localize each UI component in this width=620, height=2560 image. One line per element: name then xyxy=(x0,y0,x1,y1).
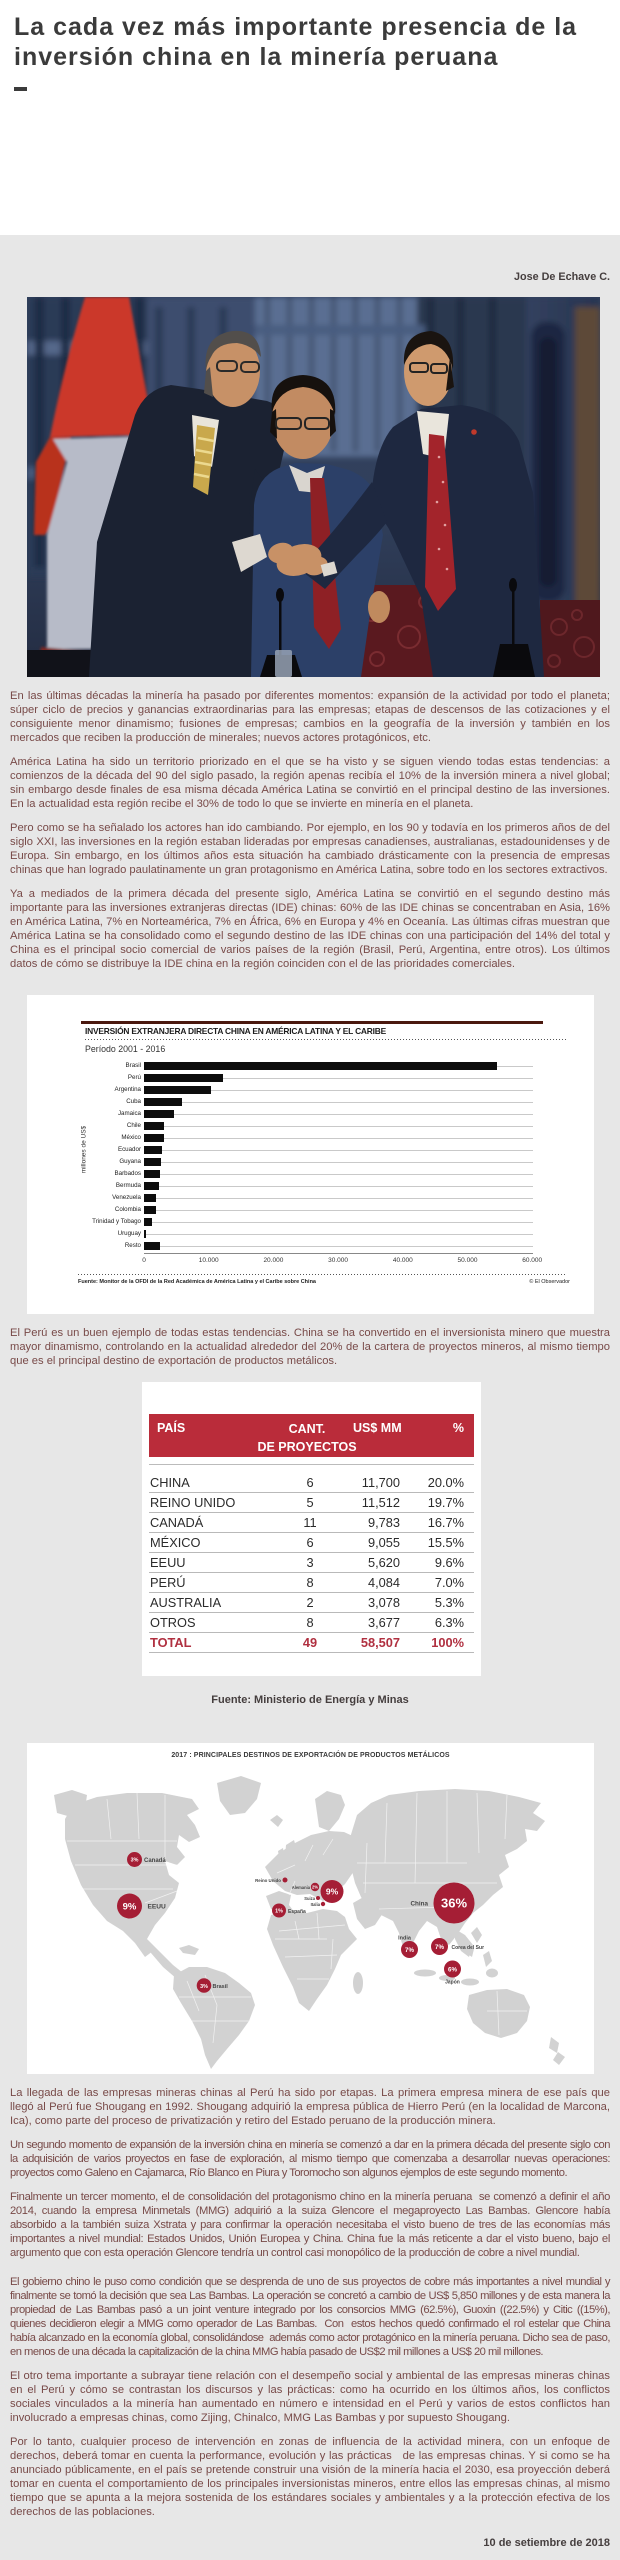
svg-text:3%: 3% xyxy=(200,1984,208,1990)
svg-text:9%: 9% xyxy=(123,1902,137,1913)
svg-text:1%: 1% xyxy=(275,1909,283,1915)
svg-text:Italia: Italia xyxy=(311,1902,321,1907)
svg-text:3%: 3% xyxy=(131,1858,139,1864)
svg-text:7%: 7% xyxy=(405,1947,414,1954)
svg-text:Canadá: Canadá xyxy=(144,1858,166,1864)
svg-text:Brasil: Brasil xyxy=(213,1984,229,1990)
svg-text:Suiza: Suiza xyxy=(304,1896,315,1901)
svg-text:36%: 36% xyxy=(441,1896,467,1911)
svg-text:2%: 2% xyxy=(312,1885,318,1890)
svg-text:7%: 7% xyxy=(435,1944,444,1951)
svg-text:Japón: Japón xyxy=(445,1980,460,1986)
svg-text:España: España xyxy=(288,1909,306,1915)
svg-text:Corea del Sur: Corea del Sur xyxy=(452,1945,485,1951)
svg-text:9%: 9% xyxy=(326,1887,339,1897)
svg-text:EEUU: EEUU xyxy=(148,1904,167,1911)
svg-text:6%: 6% xyxy=(448,1966,457,1973)
svg-text:India: India xyxy=(398,1936,412,1942)
svg-text:China: China xyxy=(411,1901,429,1908)
svg-text:Alemania: Alemania xyxy=(292,1885,311,1890)
svg-text:Reino Unido: Reino Unido xyxy=(255,1878,281,1883)
